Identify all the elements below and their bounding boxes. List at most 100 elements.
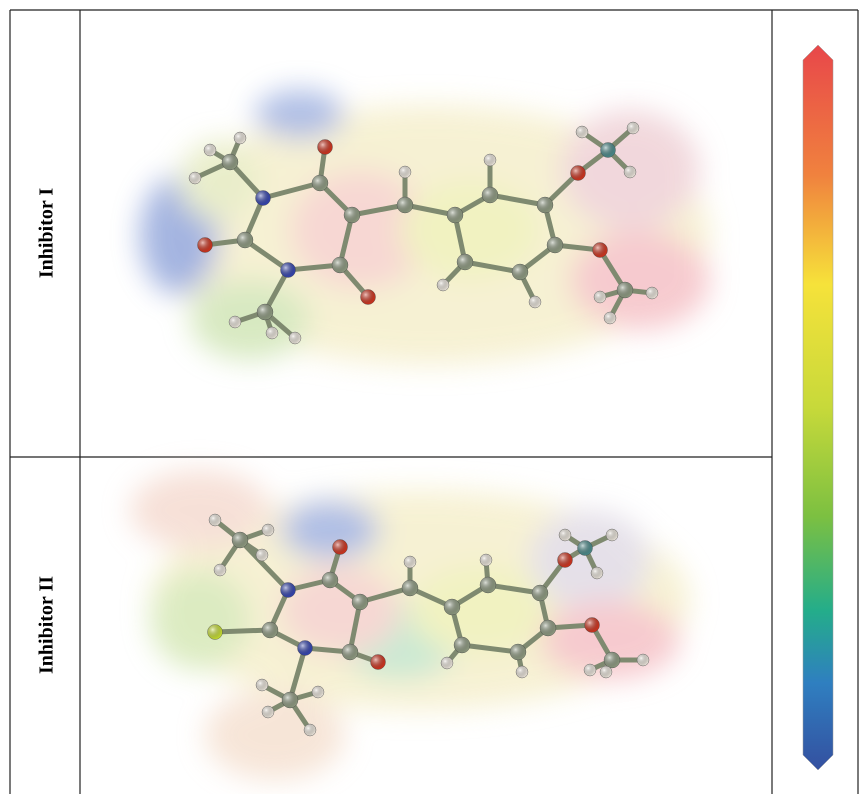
atom-shine <box>289 332 301 344</box>
atom-shine <box>624 166 636 178</box>
atom-shine <box>280 262 296 278</box>
atom-shine <box>262 706 274 718</box>
atom-shine <box>559 529 571 541</box>
potential-surface <box>140 90 710 365</box>
atom-shine <box>237 232 253 248</box>
bond <box>487 192 548 208</box>
atom-shine <box>262 622 278 638</box>
atom-shine <box>441 657 453 669</box>
atom-shine <box>529 296 541 308</box>
atom-shine <box>570 165 586 181</box>
atom-shine <box>352 594 368 610</box>
table-grid <box>9 9 859 794</box>
bond <box>285 262 343 273</box>
bond <box>337 212 355 268</box>
color-scale <box>802 44 834 771</box>
atom-shine <box>262 524 274 536</box>
atom-shine <box>370 654 386 670</box>
atom-shine <box>540 620 556 636</box>
molecule-map <box>130 470 690 780</box>
atom-shine <box>627 122 639 134</box>
atom-shine <box>197 237 213 253</box>
atom-shine <box>360 289 376 305</box>
atom-shine <box>214 564 226 576</box>
bond <box>349 202 408 218</box>
atom-shine <box>257 304 273 320</box>
atom-shine <box>584 617 600 633</box>
atoms <box>188 121 659 345</box>
atom-shine <box>482 187 498 203</box>
atom-shine <box>280 582 296 598</box>
atom-shine <box>604 312 616 324</box>
atom-shine <box>397 197 413 213</box>
bond <box>459 642 521 655</box>
surface-region <box>280 500 380 560</box>
atom-shine <box>222 154 238 170</box>
atom-shine <box>510 644 526 660</box>
atom-shine <box>204 144 216 156</box>
atom-shine <box>234 132 246 144</box>
bond <box>287 645 308 703</box>
atom-shine <box>189 172 201 184</box>
atom-shine <box>480 577 496 593</box>
row-label: Inhibitor I <box>36 188 58 278</box>
atom-shine <box>282 692 298 708</box>
atom-shine <box>584 664 596 676</box>
bond <box>485 582 543 596</box>
atom-shine <box>576 126 588 138</box>
atom-shine <box>304 724 316 736</box>
bond <box>242 237 291 273</box>
surface-region <box>290 170 430 290</box>
atom-shine <box>399 166 411 178</box>
atom-shine <box>402 580 418 596</box>
atom-shine <box>646 287 658 299</box>
row-label: Inhibitor II <box>36 576 58 674</box>
atom-shine <box>342 644 358 660</box>
atom-shine <box>577 540 593 556</box>
atom-shine <box>404 556 416 568</box>
atom-shine <box>232 532 248 548</box>
atom-shine <box>557 552 573 568</box>
atom-shine <box>209 514 221 526</box>
atom-shine <box>207 624 223 640</box>
atom-shine <box>322 572 338 588</box>
atom-shine <box>606 529 618 541</box>
atom-shine <box>532 585 548 601</box>
surface-region <box>190 280 310 360</box>
surface-region <box>150 570 250 670</box>
atom-shine <box>547 237 563 253</box>
surface-region <box>205 690 345 780</box>
bond <box>347 599 363 655</box>
surface-region <box>255 90 345 140</box>
atom-shine <box>637 654 649 666</box>
surface-region <box>130 470 270 550</box>
atom-shine <box>600 142 616 158</box>
atom-shine <box>591 567 603 579</box>
potential-surface <box>130 470 690 780</box>
atom-shine <box>317 139 333 155</box>
surface-region <box>400 180 540 280</box>
surface-region <box>180 140 260 220</box>
atom-shine <box>454 637 470 653</box>
atom-shine <box>437 279 449 291</box>
atom-shine <box>447 207 463 223</box>
atom-shine <box>332 257 348 273</box>
bond <box>402 202 458 218</box>
molecule-map <box>140 90 710 365</box>
atom-shine <box>604 652 620 668</box>
surface-region <box>280 565 400 655</box>
atom-shine <box>512 264 528 280</box>
atom-shine <box>229 316 241 328</box>
atom-shine <box>480 554 492 566</box>
atom-shine <box>516 666 528 678</box>
bond <box>357 585 413 605</box>
atom-shine <box>256 679 268 691</box>
atom-shine <box>484 154 496 166</box>
atom-shine <box>297 640 313 656</box>
atom-shine <box>266 327 278 339</box>
atom-shine <box>255 190 271 206</box>
bond <box>260 180 323 201</box>
atom-shine <box>592 242 608 258</box>
surface-region <box>570 230 710 330</box>
